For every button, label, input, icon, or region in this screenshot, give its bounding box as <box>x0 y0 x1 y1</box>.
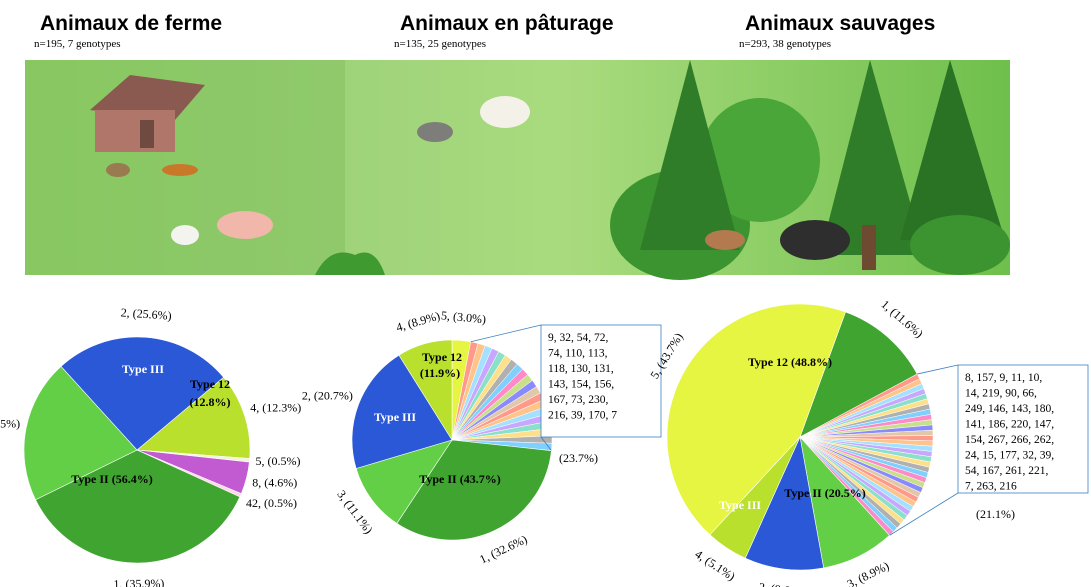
leader-line <box>917 365 958 374</box>
animal <box>417 122 453 142</box>
slice-label: (21.1%) <box>976 507 1015 521</box>
type-label: Type 12 <box>190 377 230 391</box>
panel-subtitle: n=293, 38 genotypes <box>739 38 831 50</box>
genotype-line: 54, 167, 261, 221, <box>965 465 1049 477</box>
genotype-line: 9, 32, 54, 72, <box>548 332 609 344</box>
type-label: Type 12 (48.8%) <box>748 355 832 369</box>
bush <box>910 215 1010 275</box>
genotype-line: 8, 157, 9, 11, 10, <box>965 372 1042 384</box>
type-label: Type III <box>719 498 761 512</box>
type-label: Type II (20.5%) <box>784 486 865 500</box>
genotype-line: 24, 15, 177, 32, 39, <box>965 450 1054 462</box>
door <box>140 120 154 148</box>
animal <box>705 230 745 250</box>
trunk <box>862 225 876 270</box>
slice-label: 1, (32.6%) <box>477 532 529 566</box>
animal <box>780 220 850 260</box>
genotype-line: 14, 219, 90, 66, <box>965 388 1037 400</box>
genotype-line: 141, 186, 220, 147, <box>965 419 1054 431</box>
slice-label: 1, (35.9%) <box>113 576 164 587</box>
slice-label: 2, (20.7%) <box>302 389 353 403</box>
genotype-line: 7, 263, 216 <box>965 481 1017 493</box>
slice-label: 4, (8.9%) <box>394 309 441 335</box>
type-label: (12.8%) <box>190 395 231 409</box>
illustration <box>25 60 1010 280</box>
type-label: Type II (43.7%) <box>419 472 500 486</box>
animal <box>106 163 130 177</box>
slice-label: (23.7%) <box>559 451 598 465</box>
genotype-line: 249, 146, 143, 180, <box>965 403 1054 415</box>
slice-label: 42, (0.5%) <box>246 496 297 510</box>
animal <box>171 225 199 245</box>
house <box>95 110 175 152</box>
type-label: (11.9%) <box>420 366 460 380</box>
panel-title: Animaux en pâturage <box>400 12 614 35</box>
slice-label: 3, (8.9%) <box>845 559 892 587</box>
slice-label: 4, (12.3%) <box>250 400 301 414</box>
panel-subtitle: n=195, 7 genotypes <box>34 38 121 50</box>
genotype-line: 167, 73, 230, <box>548 394 609 406</box>
type-label: Type III <box>374 410 416 424</box>
type-label: Type II (56.4%) <box>71 472 152 486</box>
slice-label: 3, (20.5%) <box>0 416 20 430</box>
slice-label: 2, (25.6%) <box>120 305 172 322</box>
genotype-line: 216, 39, 170, 7 <box>548 410 617 422</box>
animal <box>162 164 198 176</box>
animal <box>217 211 273 239</box>
slice-label: 2, (9.6%) <box>758 580 804 587</box>
panel-title: Animaux sauvages <box>745 12 935 35</box>
animal <box>480 96 530 128</box>
slice-label: 1, (11.6%) <box>879 297 926 341</box>
slice-label: 5, (3.0%) <box>441 308 487 326</box>
slice-label: 4, (5.1%) <box>693 547 738 584</box>
type-label: Type 12 <box>422 350 462 364</box>
type-label: Type III <box>122 362 164 376</box>
genotype-line: 154, 267, 266, 262, <box>965 434 1054 446</box>
slice-label: 5, (0.5%) <box>256 454 301 468</box>
panel-title: Animaux de ferme <box>40 12 222 35</box>
leader-line <box>471 325 541 342</box>
figure: Animaux de ferme n=195, 7 genotypes 4, (12… <box>0 0 1091 587</box>
genotype-line: 118, 130, 131, <box>548 363 614 375</box>
genotype-line: 74, 110, 113, <box>548 348 608 360</box>
panel-subtitle: n=135, 25 genotypes <box>394 38 486 50</box>
slice-label: 8, (4.6%) <box>252 475 297 489</box>
genotype-line: 143, 154, 156, <box>548 379 614 391</box>
